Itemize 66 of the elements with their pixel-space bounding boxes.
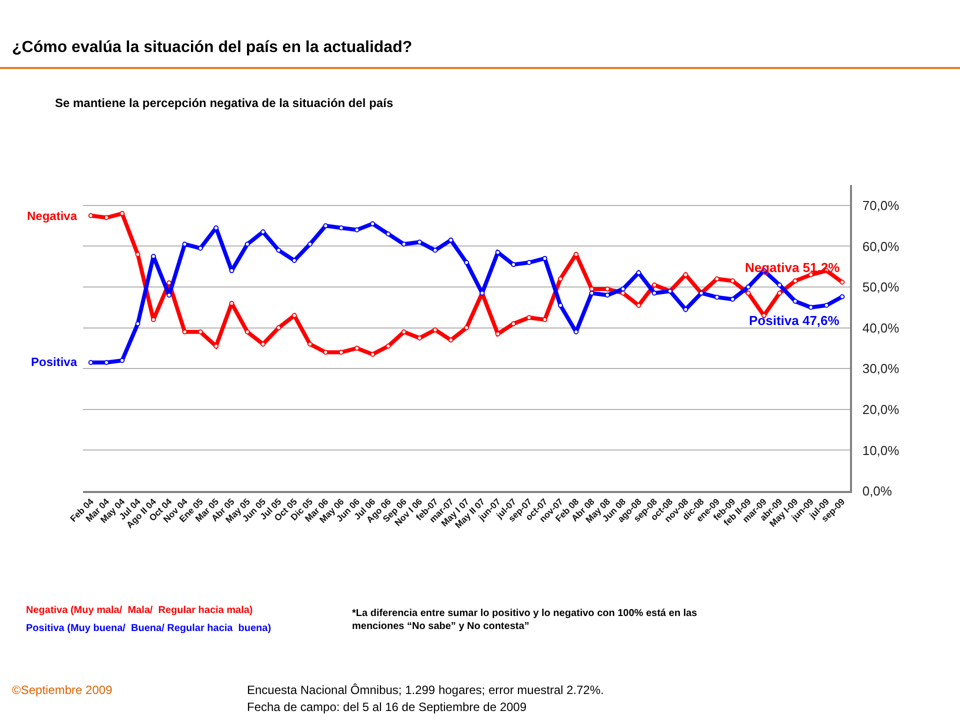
point (714, 276, 720, 282)
point (370, 352, 376, 357)
y-tick-label: 70,0% (862, 198, 900, 213)
text: ©Septiembre 2009 (12, 683, 113, 697)
point (135, 321, 140, 326)
annotation: Positiva 47,6% (749, 313, 840, 328)
point (792, 298, 798, 304)
point (777, 282, 782, 288)
point (417, 336, 422, 340)
point (808, 304, 814, 310)
point (307, 242, 312, 247)
y-tick-label: 50,0% (862, 280, 900, 295)
point (840, 294, 845, 300)
point (386, 344, 391, 349)
point (276, 248, 282, 253)
point (244, 329, 250, 334)
text: Negativa (Muy mala/ Mala/ Regular hacia mala) (26, 605, 253, 616)
y-tick-label: 60,0% (862, 238, 900, 254)
point (714, 294, 720, 300)
text: *La diferencia entre sumar lo positivo y lo negativo con 100% está en las menciones “No sabe” y No contesta” (352, 608, 698, 632)
y-tick-label: 20,0% (862, 402, 900, 417)
point (88, 213, 94, 218)
y-tick-label: 30,0% (862, 361, 900, 376)
point (746, 290, 751, 296)
series-label: Positiva (31, 355, 78, 369)
point (620, 286, 626, 292)
point (401, 242, 406, 247)
point (464, 325, 469, 330)
point (558, 302, 563, 308)
point (417, 240, 422, 245)
point (432, 248, 438, 253)
point (652, 290, 657, 296)
point (244, 242, 250, 247)
y-tick-label: 0,0% (862, 484, 892, 499)
point (432, 327, 438, 332)
point (307, 342, 312, 347)
text: Fecha de campo: del 5 al 16 de Septiembre de 2009 (247, 700, 527, 714)
chart-title: ¿Cómo evalúa la situación del país en la actualidad? (12, 39, 412, 56)
y-tick-label: 40,0% (862, 320, 900, 336)
point (510, 262, 516, 268)
point (792, 278, 798, 284)
point (510, 321, 516, 326)
point (135, 252, 140, 257)
point (401, 329, 406, 334)
point (386, 231, 391, 236)
point (620, 290, 626, 296)
point (777, 290, 782, 296)
point (370, 221, 376, 226)
point (198, 246, 203, 251)
series-label: Negativa (27, 209, 78, 223)
point (840, 280, 845, 285)
point (808, 272, 814, 278)
point (276, 325, 282, 330)
y-tick-label: 10,0% (862, 442, 900, 458)
chart-subtitle: Se mantiene la percepción negativa de la situación del país (55, 96, 394, 110)
point (120, 358, 125, 363)
point (824, 302, 830, 308)
point (558, 276, 563, 282)
point (746, 284, 751, 290)
point (730, 278, 736, 284)
point (448, 338, 454, 343)
text: Encuesta Nacional Ômnibus; 1.299 hogares; error muestral 2.72%. (247, 683, 604, 697)
point (464, 260, 469, 266)
point (354, 346, 360, 351)
text: Positiva (Muy buena/ Buena/ Regular hacia buena) (26, 623, 272, 634)
point (730, 296, 736, 302)
